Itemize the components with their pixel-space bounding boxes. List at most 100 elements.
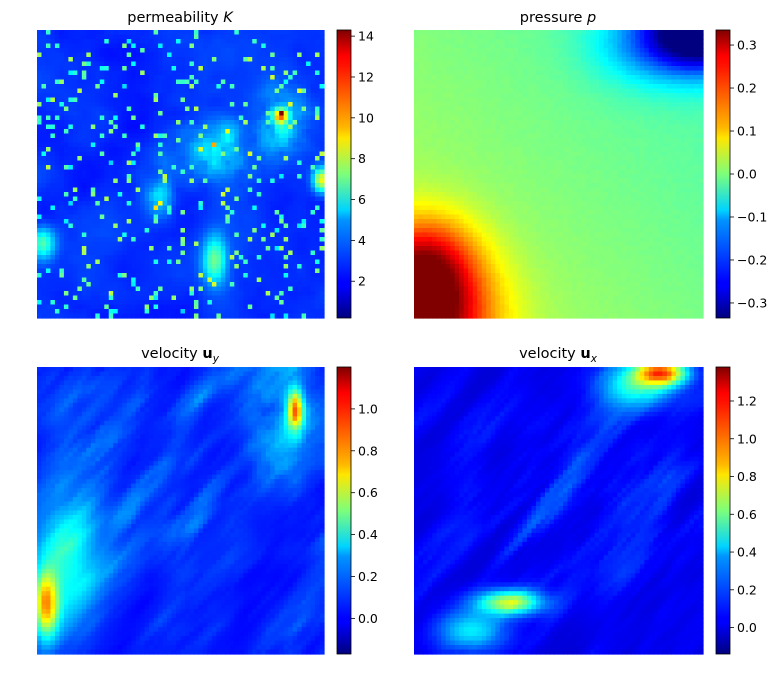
heatmap-cell [454, 52, 460, 58]
heatmap-cell [283, 138, 289, 144]
heatmap-cell [149, 156, 155, 162]
heatmap-cell [283, 286, 289, 292]
heatmap-cell [162, 79, 168, 85]
heatmap-cell [261, 124, 267, 130]
heatmap-cell [472, 66, 478, 72]
heatmap-cell [135, 228, 141, 234]
heatmap-cell [90, 48, 96, 54]
heatmap-cell [301, 124, 307, 130]
heatmap-cell [306, 304, 312, 310]
heatmap-cell [153, 165, 159, 171]
heatmap-cell [131, 205, 137, 211]
heatmap-cell [662, 34, 668, 40]
heatmap-cell [621, 84, 627, 90]
heatmap-cell [234, 66, 240, 72]
heatmap-cell [319, 264, 325, 270]
heatmap-cell [158, 268, 164, 274]
heatmap-cell [189, 84, 195, 90]
heatmap-cell [63, 106, 69, 112]
heatmap-cell [288, 70, 294, 76]
heatmap-cell [549, 70, 555, 76]
heatmap-cell [180, 277, 186, 283]
heatmap-cell [450, 70, 456, 76]
heatmap-cell [86, 196, 92, 202]
heatmap-cell [229, 93, 235, 99]
heatmap-cell [59, 255, 65, 261]
heatmap-cell [81, 165, 87, 171]
heatmap-cell [414, 79, 420, 85]
heatmap-cell [59, 237, 65, 243]
heatmap-cell [104, 106, 110, 112]
heatmap-cell [274, 300, 280, 306]
heatmap-cell [279, 246, 285, 252]
heatmap-cell [310, 183, 316, 189]
heatmap-cell [167, 187, 173, 193]
heatmap-cell [238, 313, 244, 319]
heatmap-cell [576, 48, 582, 54]
heatmap-cell [126, 178, 132, 184]
heatmap-cell [211, 210, 217, 216]
heatmap-cell [590, 39, 596, 45]
heatmap-cell [211, 102, 217, 108]
heatmap-cell [657, 66, 663, 72]
heatmap-cell [297, 210, 303, 216]
heatmap-cell [180, 273, 186, 279]
heatmap-cell [585, 79, 591, 85]
heatmap-cell [608, 84, 614, 90]
heatmap-cell [126, 43, 132, 49]
heatmap-cell [220, 250, 226, 256]
heatmap-cell [207, 205, 213, 211]
heatmap-cell [158, 111, 164, 117]
heatmap-cell [153, 205, 159, 211]
heatmap-cell [202, 102, 208, 108]
heatmap-cell [225, 192, 231, 198]
heatmap-cell [256, 147, 262, 153]
heatmap-cell [59, 264, 65, 270]
heatmap-cell [59, 34, 65, 40]
heatmap-cell [553, 75, 560, 81]
heatmap-cell [99, 223, 105, 229]
heatmap-cell [621, 43, 627, 49]
heatmap-cell [279, 75, 285, 81]
heatmap-cell [176, 273, 182, 279]
heatmap-cell [459, 39, 465, 45]
heatmap-cell [279, 138, 285, 144]
heatmap-cell [513, 84, 519, 90]
heatmap-cell [252, 268, 258, 274]
heatmap-cell [122, 48, 128, 54]
heatmap-cell [72, 160, 78, 166]
heatmap-cell [279, 196, 285, 202]
heatmap-cell [481, 34, 487, 40]
heatmap-cell [220, 147, 226, 153]
heatmap-cell [37, 70, 43, 76]
heatmap-cell [95, 57, 101, 63]
heatmap-cell [297, 48, 303, 54]
heatmap-cell [198, 151, 204, 157]
heatmap-cell [54, 304, 61, 310]
heatmap-cell [117, 147, 123, 153]
heatmap-cell [144, 268, 150, 274]
heatmap-cell [131, 250, 137, 256]
heatmap-cell [81, 66, 87, 72]
heatmap-cell [122, 255, 128, 261]
heatmap-cell [590, 30, 596, 36]
heatmap-cell [41, 106, 47, 112]
heatmap-cell [171, 174, 177, 180]
heatmap-cell [90, 115, 96, 121]
heatmap-cell [662, 66, 668, 72]
heatmap-cell [220, 52, 226, 58]
heatmap-cell [158, 183, 164, 189]
heatmap-cell [50, 201, 56, 207]
heatmap-cell [153, 48, 159, 54]
heatmap-cell [158, 196, 164, 202]
heatmap-cell [113, 115, 119, 121]
heatmap-cell [41, 88, 47, 94]
heatmap-cell [122, 66, 128, 72]
heatmap-cell [243, 52, 249, 58]
heatmap-cell [256, 277, 262, 283]
heatmap-cell [576, 34, 582, 40]
heatmap-cell [54, 250, 61, 256]
heatmap-cell [689, 84, 695, 90]
heatmap-cell [553, 61, 560, 67]
heatmap-cell [265, 70, 271, 76]
